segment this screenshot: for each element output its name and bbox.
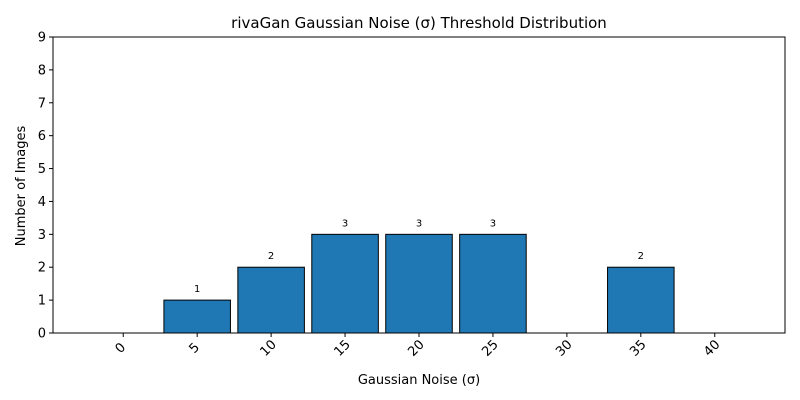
x-tick-label: 20 [405, 337, 427, 359]
x-tick-label: 5 [186, 340, 202, 356]
bar-25 [459, 233, 527, 334]
y-tick-label: 0 [38, 327, 46, 342]
y-axis-label: Number of Images [14, 126, 29, 247]
y-tick-label: 1 [38, 294, 46, 309]
bar-5 [163, 299, 231, 334]
y-tick-label: 3 [38, 228, 46, 243]
x-tick-label: 40 [701, 337, 723, 359]
data-labels-group: 1 2 3 3 3 2 [194, 218, 644, 295]
x-tick-label: 30 [553, 337, 575, 359]
y-tick-label: 6 [38, 129, 46, 144]
bars-group [163, 233, 675, 334]
x-tick-label: 15 [331, 337, 353, 359]
data-label: 3 [416, 218, 422, 229]
chart-title: rivaGan Gaussian Noise (σ) Threshold Dis… [231, 14, 607, 32]
data-label: 1 [194, 284, 200, 295]
data-label: 2 [268, 251, 274, 262]
data-label: 3 [490, 218, 496, 229]
data-label: 2 [638, 251, 644, 262]
x-tick-label: 0 [113, 340, 129, 356]
bar-35 [607, 266, 675, 334]
x-tick-label: 10 [257, 337, 279, 359]
y-tick-label: 9 [38, 31, 46, 46]
y-tick-label: 4 [38, 195, 46, 210]
y-tick-label: 7 [38, 96, 46, 111]
bar-20 [385, 233, 453, 334]
y-tick-label: 5 [38, 162, 46, 177]
x-axis-label: Gaussian Noise (σ) [358, 373, 480, 388]
y-axis: 0 1 2 3 4 5 6 7 8 9 [38, 31, 53, 342]
plot-frame [52, 36, 786, 334]
bar-10 [237, 266, 305, 334]
x-tick-label: 35 [627, 337, 649, 359]
x-axis: 0 5 10 15 20 25 30 35 40 [113, 333, 723, 360]
y-tick-label: 8 [38, 63, 46, 78]
y-tick-label: 2 [38, 261, 46, 276]
bar-15 [311, 233, 379, 334]
x-tick-label: 25 [479, 337, 501, 359]
data-label: 3 [342, 218, 348, 229]
